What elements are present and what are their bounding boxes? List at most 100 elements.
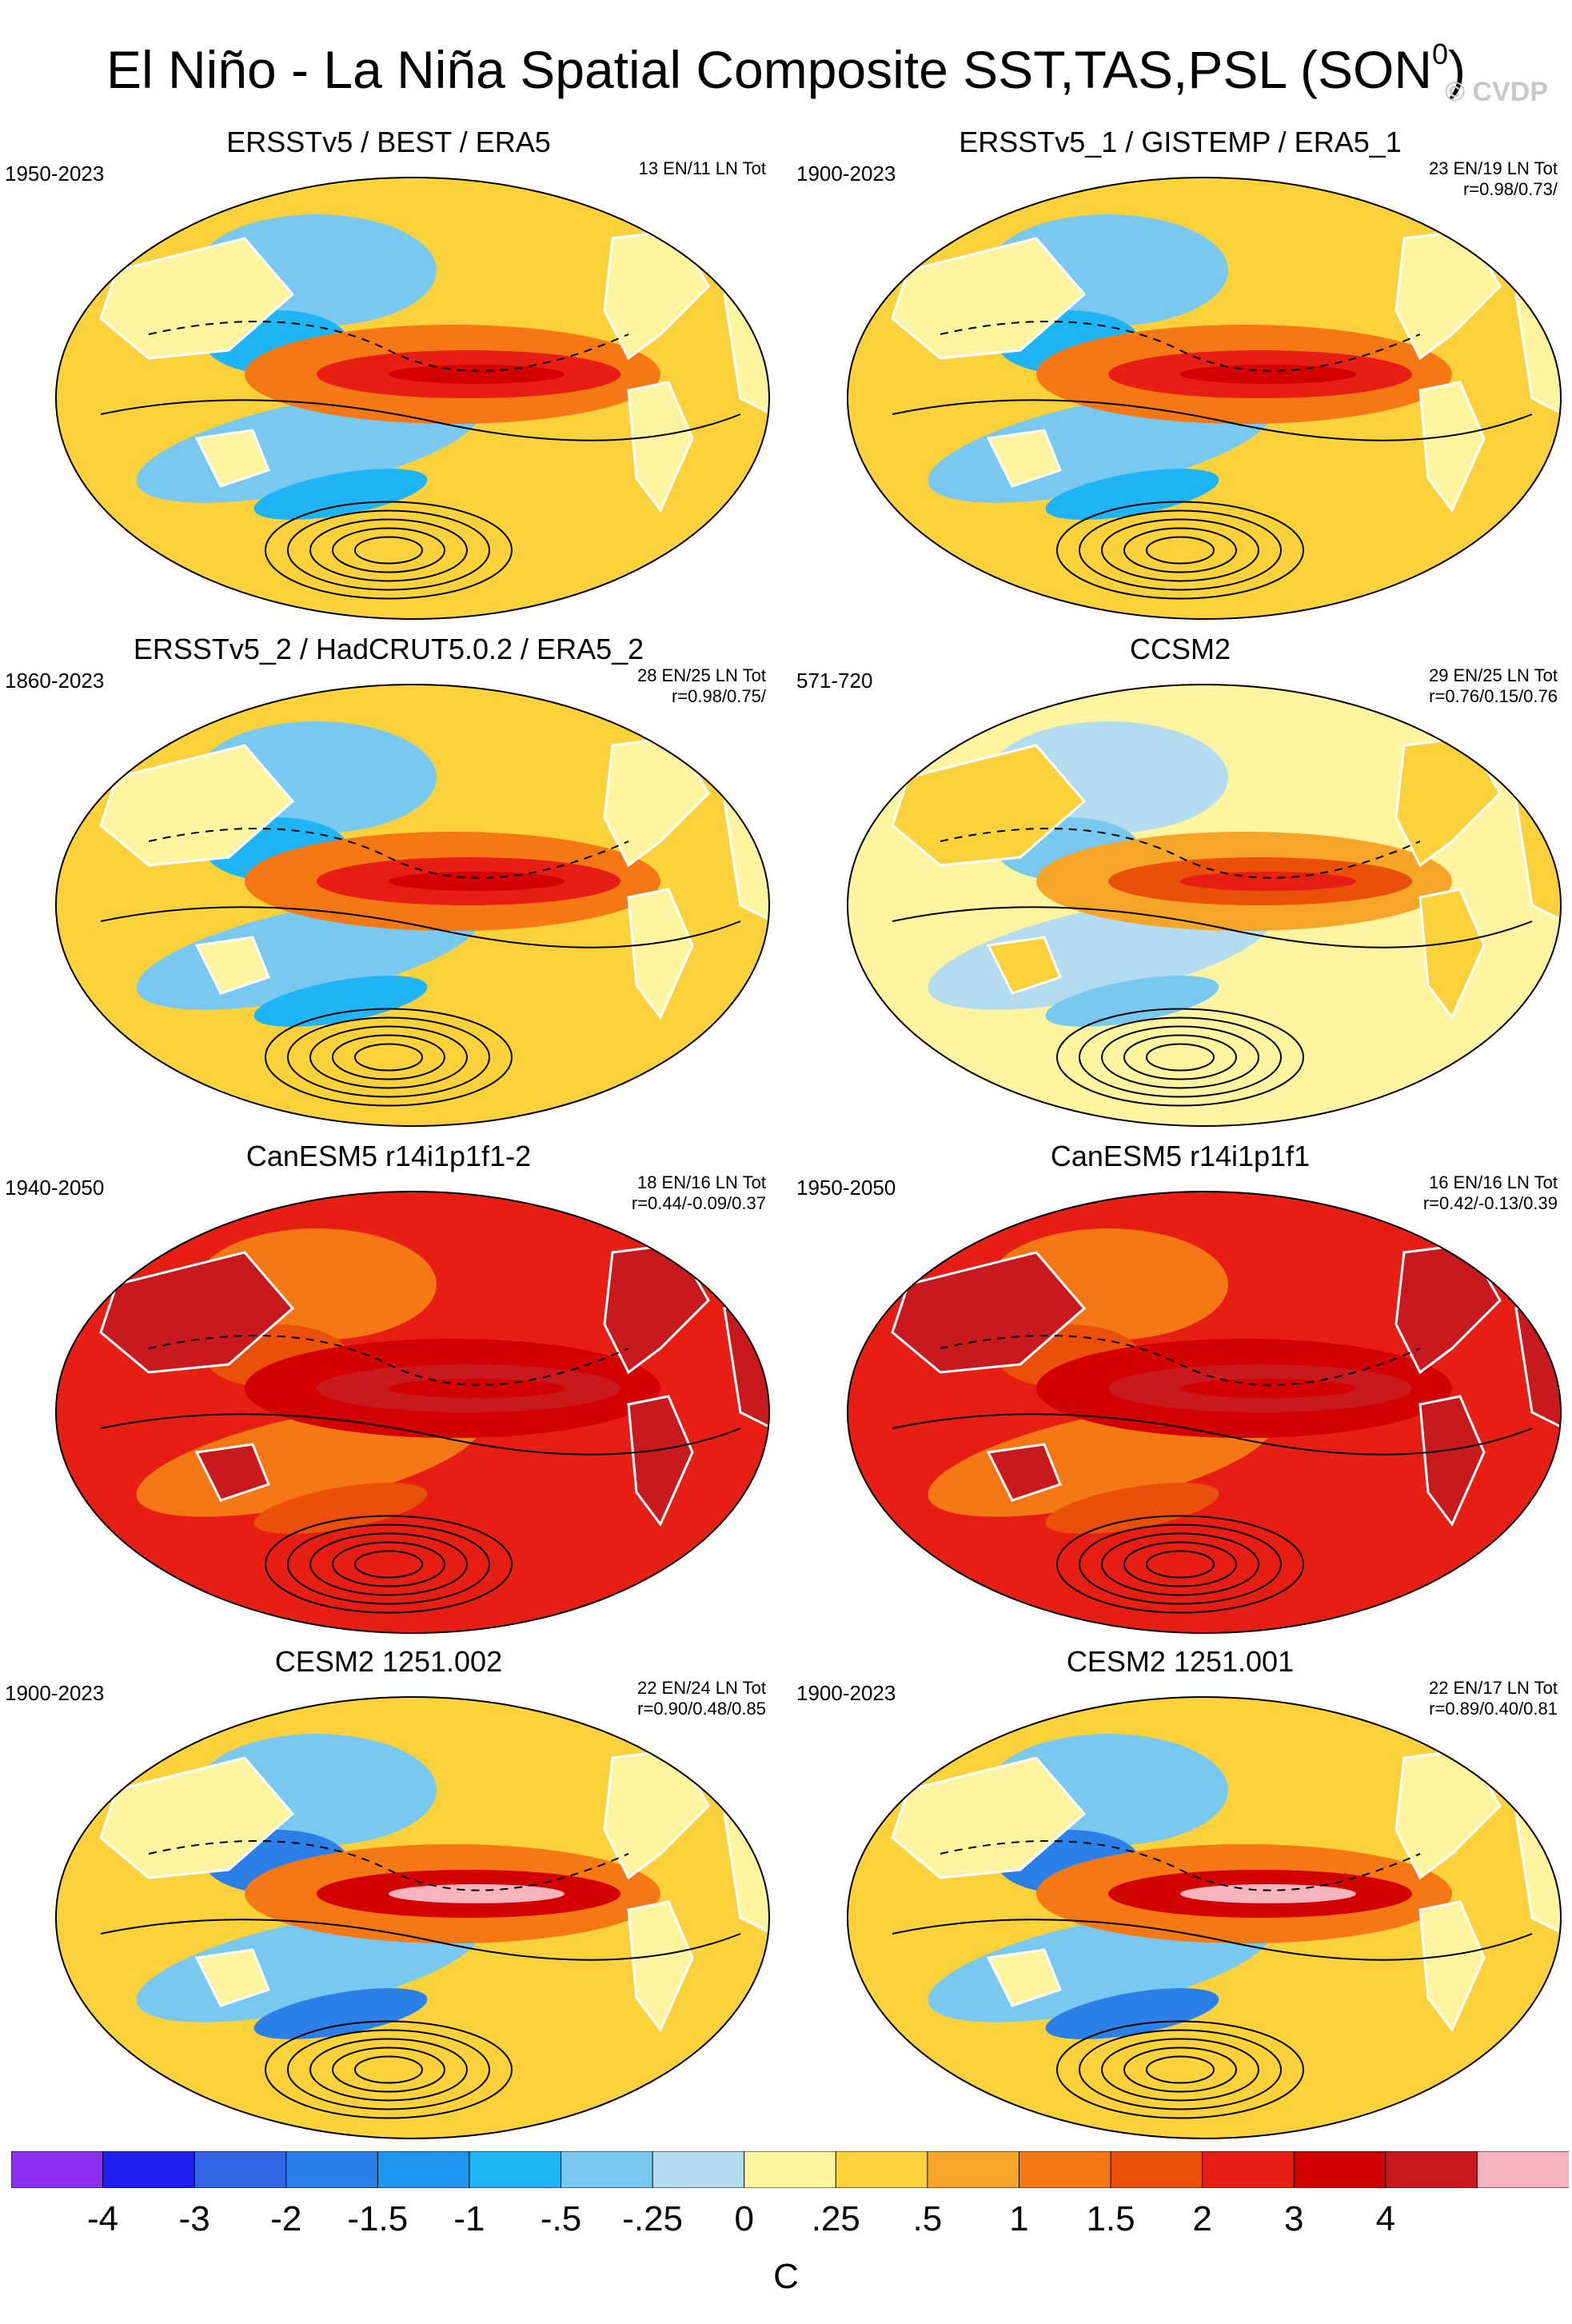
landmass — [1418, 1395, 1486, 1527]
colorbar-swatch — [1202, 2151, 1295, 2188]
panel-title: ERSSTv5_1 / GISTEMP / ERA5_1 — [959, 126, 1402, 158]
psl-contour — [354, 1043, 423, 1072]
landmass — [1418, 888, 1486, 1020]
cold-anomaly — [1045, 1483, 1219, 1534]
map-field — [56, 1192, 769, 1633]
landmass — [194, 429, 270, 488]
panel-period: 1900-2023 — [796, 1681, 896, 1705]
psl-contour — [265, 1008, 513, 1107]
landmass — [986, 936, 1062, 995]
warm-core — [389, 1379, 565, 1398]
panel-period: 1860-2023 — [5, 669, 105, 693]
psl-contour — [100, 1413, 741, 1455]
map-border — [847, 684, 1562, 1127]
psl-contour — [1123, 2046, 1237, 2093]
psl-contour — [1123, 1034, 1237, 1080]
colorbar-swatch — [1385, 2151, 1478, 2188]
panel-stats: 28 EN/25 LN Tot r=0.98/0.75/ — [636, 665, 766, 706]
colorbar-tick-label: 1.5 — [1086, 2199, 1135, 2238]
colorbar-tick-label: .5 — [912, 2199, 943, 2238]
map-field — [56, 1697, 769, 2138]
map-field — [56, 178, 769, 619]
psl-contour — [892, 1919, 1533, 1961]
psl-contour-negative — [148, 1840, 629, 1891]
psl-contour-negative — [940, 1335, 1421, 1386]
panel-3: CCSM2 571-720 29 EN/25 LN Tot r=0.76/0.15… — [796, 632, 1564, 1144]
cold-anomaly — [1045, 976, 1219, 1027]
map-field — [56, 685, 769, 1126]
psl-contour — [1146, 536, 1215, 565]
map-border — [55, 1696, 770, 2139]
panel-stats: 22 EN/17 LN Tot r=0.89/0.40/0.81 — [1428, 1678, 1558, 1719]
landmass — [891, 237, 1087, 360]
landmass — [986, 1948, 1062, 2007]
panel-7: CESM2 1251.001 1900-2023 22 EN/17 LN Tot… — [796, 1644, 1564, 2156]
panel-stats: 16 EN/16 LN Tot r=0.42/-0.13/0.39 — [1422, 1172, 1558, 1213]
landmass — [1418, 1900, 1486, 2032]
psl-contour — [1079, 2029, 1282, 2110]
colorbar-tick-label: -.5 — [540, 2199, 582, 2238]
psl-contour — [1123, 1541, 1237, 1587]
colorbar-swatch — [1293, 2151, 1386, 2188]
colorbar-swatch — [927, 2151, 1020, 2188]
panel-title: CESM2 1251.001 — [1066, 1645, 1295, 1678]
landmass — [891, 744, 1087, 867]
map-field — [848, 1192, 1561, 1633]
colorbar-tick-label: 0 — [734, 2199, 754, 2238]
panel-title: CCSM2 — [1129, 633, 1231, 665]
colorbar-tick-label: 3 — [1283, 2199, 1304, 2238]
psl-contour — [309, 1532, 468, 1596]
panel-period: 1950-2023 — [5, 162, 105, 186]
map-border — [55, 1191, 770, 1634]
psl-contour — [354, 2055, 423, 2084]
landmass — [627, 1395, 694, 1527]
colorbar-swatch — [1110, 2151, 1203, 2188]
colorbar-swatch — [652, 2151, 745, 2188]
psl-contour — [332, 1541, 445, 1587]
psl-contour — [1056, 2020, 1304, 2119]
psl-contour — [100, 399, 741, 441]
panel-stats: 22 EN/24 LN Tot r=0.90/0.48/0.85 — [636, 1678, 766, 1719]
colorbar-tick-label: -3 — [178, 2199, 210, 2238]
landmass — [986, 429, 1062, 488]
psl-contour — [332, 2046, 445, 2093]
landmass — [99, 744, 295, 867]
warm-core — [1180, 872, 1356, 891]
copyright-label: © CVDP — [1445, 77, 1548, 107]
panel-stats: 18 EN/16 LN Tot r=0.44/-0.09/0.37 — [631, 1172, 766, 1213]
panel-title: CanESM5 r14i1p1f1-2 — [245, 1140, 532, 1172]
colorbar-swatch — [377, 2151, 470, 2188]
map-border — [55, 177, 770, 620]
colorbar-tick-label: 2 — [1192, 2199, 1212, 2238]
psl-contour — [265, 501, 513, 600]
psl-contour — [1079, 509, 1282, 591]
psl-contour-negative — [940, 828, 1421, 879]
psl-contour — [332, 1034, 445, 1080]
colorbar-tick-label: -1 — [453, 2199, 485, 2238]
landmass — [99, 1756, 295, 1879]
map-field — [848, 1697, 1561, 2138]
psl-contour — [1101, 2038, 1259, 2102]
panel-title: ERSSTv5_2 / HadCRUT5.0.2 / ERA5_2 — [133, 633, 644, 665]
panel-5: CanESM5 r14i1p1f1 1950-2050 16 EN/16 LN … — [796, 1139, 1564, 1651]
psl-contour — [287, 2029, 490, 2110]
composite-map — [847, 177, 1562, 620]
psl-contour — [1101, 1025, 1259, 1089]
panel-stats: 29 EN/25 LN Tot r=0.76/0.15/0.76 — [1428, 665, 1558, 706]
title-superscript: 0 — [1431, 38, 1449, 70]
colorbar-units: C — [773, 2257, 799, 2296]
landmass — [99, 237, 295, 360]
landmass — [627, 1900, 694, 2032]
panel-title: ERSSTv5 / BEST / ERA5 — [226, 126, 551, 158]
colorbar-swatch — [11, 2151, 104, 2188]
composite-map — [55, 177, 770, 620]
psl-contour — [287, 509, 490, 591]
psl-contour — [1056, 1008, 1304, 1107]
psl-contour — [892, 399, 1533, 441]
psl-contour-negative — [148, 828, 629, 879]
colorbar-swatch — [1018, 2151, 1112, 2188]
landmass — [627, 381, 694, 513]
psl-contour — [265, 2020, 513, 2119]
main-title: El Niño - La Niña Spatial Composite SST,… — [106, 38, 1466, 99]
psl-contour-negative — [940, 1840, 1421, 1891]
